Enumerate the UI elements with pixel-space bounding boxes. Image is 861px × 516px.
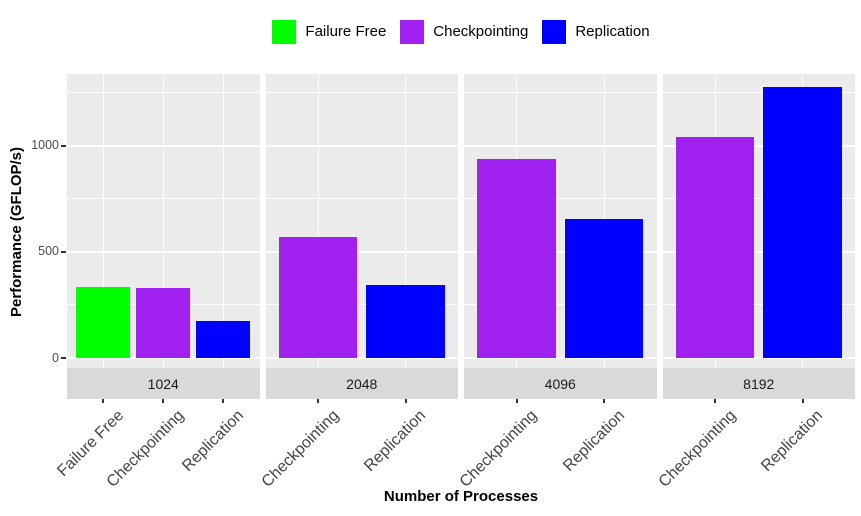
bar-4096-checkpointing (477, 159, 556, 358)
y-axis-tick-mark (61, 144, 66, 147)
x-category-label: Replication (560, 407, 629, 475)
minor-gridline (464, 304, 657, 306)
minor-gridline (662, 304, 855, 306)
minor-gridline (662, 92, 855, 94)
facet-panel-4096 (464, 74, 657, 368)
vertical-gridline (162, 74, 164, 368)
major-gridline (662, 144, 855, 147)
x-axis-tick-mark (603, 399, 605, 403)
vertical-gridline (102, 74, 104, 368)
legend-item-2: Replication (542, 19, 650, 44)
facet-strip-label: 8192 (743, 375, 775, 392)
minor-gridline (662, 198, 855, 200)
legend-key-swatch (272, 19, 297, 44)
minor-gridline (265, 198, 458, 200)
major-gridline (464, 250, 657, 253)
x-axis-tick-mark (222, 399, 225, 403)
legend-key-swatch (542, 19, 567, 44)
y-axis-tick-mark (61, 250, 66, 253)
bar-8192-checkpointing (675, 137, 755, 358)
bar-1024-replication (196, 320, 251, 358)
legend-item-1: Checkpointing (400, 19, 529, 44)
vertical-gridline (317, 74, 319, 368)
major-gridline (662, 357, 855, 359)
y-axis-tick-mark (61, 357, 66, 359)
bar-4096-replication (564, 218, 644, 358)
x-category-label: Checkpointing (655, 407, 740, 491)
facet-strip-2048: 2048 (265, 368, 458, 399)
bar-1024-checkpointing (136, 287, 191, 358)
x-axis-tick-mark (515, 399, 518, 403)
y-axis-tick-label: 1000 (31, 138, 59, 153)
major-gridline (265, 144, 458, 147)
facet-panel-2048 (265, 74, 458, 368)
x-category-label: Replication (361, 407, 430, 475)
vertical-gridline (222, 74, 224, 368)
facet-strip-label: 1024 (147, 375, 179, 392)
legend-label: Failure Free (305, 23, 387, 40)
legend-label: Checkpointing (433, 23, 529, 40)
major-gridline (464, 357, 657, 359)
minor-gridline (265, 92, 458, 94)
legend-key-swatch (400, 19, 425, 44)
y-axis-tick-label: 500 (38, 244, 59, 259)
legend-item-0: Failure Free (272, 19, 387, 44)
x-category-label: Replication (179, 407, 248, 475)
facet-panel-1024 (67, 74, 260, 368)
facet-strip-1024: 1024 (67, 368, 260, 399)
major-gridline (464, 144, 657, 147)
x-axis-tick-mark (102, 399, 105, 403)
x-axis-title: Number of Processes (383, 488, 539, 505)
x-axis-tick-mark (404, 399, 407, 403)
facet-strip-label: 4096 (544, 375, 576, 392)
bar-2048-replication (366, 284, 445, 358)
bar-2048-checkpointing (278, 236, 358, 358)
bar-1024-failure-free (76, 286, 131, 358)
vertical-gridline (405, 74, 406, 368)
x-axis-tick-mark (714, 399, 716, 403)
facet-panel-8192 (662, 74, 855, 368)
legend: Failure Free Checkpointing Replication (67, 19, 855, 44)
major-gridline (265, 250, 458, 253)
x-category-label: Replication (758, 407, 827, 475)
x-category-label: Checkpointing (258, 407, 343, 491)
minor-gridline (265, 304, 458, 306)
y-axis-tick-label: 0 (52, 350, 59, 365)
facet-strip-8192: 8192 (662, 368, 855, 399)
major-gridline (662, 250, 855, 253)
facet-strip-4096: 4096 (464, 368, 657, 399)
major-gridline (265, 357, 458, 359)
minor-gridline (464, 92, 657, 94)
x-category-label: Checkpointing (456, 407, 541, 491)
minor-gridline (464, 198, 657, 200)
x-axis-tick-mark (317, 399, 319, 403)
facet-strip-label: 2048 (346, 375, 378, 392)
legend-label: Replication (575, 23, 650, 40)
bar-8192-replication (763, 87, 842, 358)
x-axis-tick-mark (801, 399, 804, 403)
x-axis-tick-mark (162, 399, 165, 403)
